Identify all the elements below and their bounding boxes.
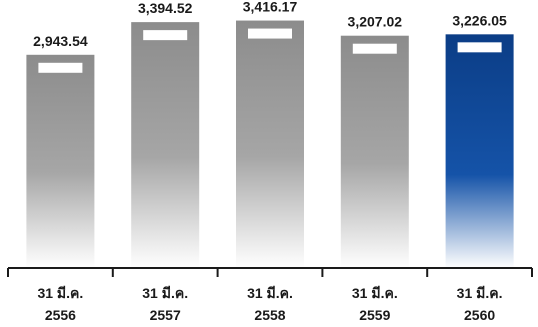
x-axis — [7, 267, 533, 277]
x-tick-label-year-2558: 2558 — [254, 307, 285, 323]
bar-marker-2556 — [38, 62, 83, 73]
value-label-2559: 3,207.02 — [348, 14, 403, 30]
bar-2560 — [445, 34, 514, 269]
x-tick-label-year-2556: 2556 — [45, 307, 76, 323]
x-tick-label-year-2557: 2557 — [150, 307, 181, 323]
value-label-2560: 3,226.05 — [452, 12, 507, 28]
x-tick-label-date-2558: 31 มี.ค. — [247, 285, 293, 301]
value-labels-layer: 2,943.54 31 มี.ค. 2556 3,394.52 31 มี.ค. 2557… — [33, 0, 507, 323]
x-tick-label-date-2557: 31 มี.ค. — [142, 285, 188, 301]
bar-2559 — [340, 35, 409, 269]
bar-marker-2557 — [143, 30, 188, 41]
x-tick-label-date-2559: 31 มี.ค. — [352, 285, 398, 301]
value-label-2557: 3,394.52 — [138, 0, 193, 16]
x-tick-label-date-2560: 31 มี.ค. — [457, 285, 503, 301]
bars-layer — [26, 20, 514, 269]
bar-marker-2560 — [457, 42, 502, 53]
bar-marker-2558 — [248, 28, 292, 39]
bar-2557 — [131, 22, 200, 268]
x-tick-label-year-2560: 2560 — [464, 307, 495, 323]
bar-2556 — [26, 54, 95, 268]
x-tick-label-date-2556: 31 มี.ค. — [37, 285, 83, 301]
value-label-2558: 3,416.17 — [243, 0, 298, 15]
bar-marker-2559 — [352, 43, 397, 54]
bar-2558 — [236, 20, 304, 268]
value-label-2556: 2,943.54 — [33, 33, 88, 49]
x-tick-label-year-2559: 2559 — [359, 307, 390, 323]
